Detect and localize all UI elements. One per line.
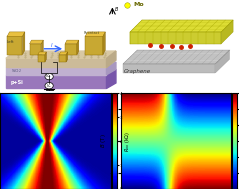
Polygon shape [130, 20, 233, 32]
Polygon shape [41, 40, 43, 55]
Polygon shape [221, 20, 233, 44]
Polygon shape [6, 58, 107, 67]
Text: Mo: Mo [134, 2, 144, 7]
Polygon shape [107, 69, 116, 88]
Polygon shape [65, 40, 79, 44]
Polygon shape [130, 32, 221, 44]
Polygon shape [107, 62, 116, 75]
Polygon shape [85, 36, 103, 55]
Polygon shape [123, 50, 229, 64]
Text: Graphene: Graphene [124, 69, 151, 74]
Polygon shape [215, 50, 229, 73]
Polygon shape [30, 40, 43, 44]
Polygon shape [38, 52, 46, 55]
Polygon shape [77, 40, 79, 55]
Y-axis label: $R_{xx}$ (k$\Omega$): $R_{xx}$ (k$\Omega$) [123, 130, 132, 152]
Polygon shape [22, 32, 25, 55]
Polygon shape [6, 51, 116, 58]
Polygon shape [103, 32, 105, 55]
Polygon shape [59, 52, 68, 55]
Polygon shape [59, 55, 66, 62]
Polygon shape [6, 75, 107, 88]
Text: Left: Left [6, 40, 14, 44]
Polygon shape [7, 32, 25, 36]
Polygon shape [30, 44, 41, 55]
Text: SiO$_2$: SiO$_2$ [11, 67, 22, 75]
Text: $V_{xx}$: $V_{xx}$ [45, 73, 53, 80]
Polygon shape [123, 64, 215, 73]
Polygon shape [85, 32, 105, 36]
Y-axis label: $B$ (T): $B$ (T) [99, 134, 108, 148]
Polygon shape [107, 51, 116, 67]
Text: $V_g$: $V_g$ [46, 82, 52, 89]
Polygon shape [38, 55, 45, 62]
Polygon shape [7, 36, 22, 55]
Circle shape [45, 73, 53, 80]
Circle shape [45, 83, 53, 89]
Text: $B$: $B$ [114, 5, 119, 13]
Text: Rcontact: Rcontact [84, 31, 100, 35]
Text: p+Si: p+Si [11, 80, 23, 85]
Polygon shape [66, 52, 68, 62]
Polygon shape [45, 52, 46, 62]
Text: $I$: $I$ [50, 41, 53, 49]
Polygon shape [6, 67, 107, 75]
Polygon shape [65, 44, 77, 55]
